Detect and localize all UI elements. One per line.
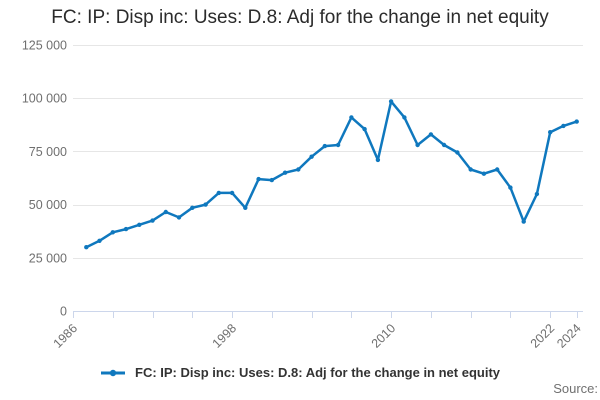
chart-title: FC: IP: Disp inc: Uses: D.8: Adj for the… xyxy=(51,7,549,28)
data-point-marker[interactable] xyxy=(269,177,274,183)
data-point-marker[interactable] xyxy=(441,142,447,148)
data-point-marker[interactable] xyxy=(97,238,102,243)
data-point-marker[interactable] xyxy=(534,191,540,197)
x-axis-label: 2024 xyxy=(554,321,584,350)
data-point-marker[interactable] xyxy=(548,130,553,135)
data-point-marker[interactable] xyxy=(322,143,327,149)
source-label: Source: xyxy=(553,381,598,396)
data-point-marker[interactable] xyxy=(309,154,314,159)
data-point-marker[interactable] xyxy=(428,132,434,137)
data-point-marker[interactable] xyxy=(481,171,487,176)
data-point-marker[interactable] xyxy=(375,157,381,163)
x-axis-label: 1998 xyxy=(210,321,240,350)
data-point-marker[interactable] xyxy=(203,202,208,207)
data-point-marker[interactable] xyxy=(521,219,526,224)
data-point-marker[interactable] xyxy=(468,167,473,172)
series-line-group[interactable] xyxy=(84,99,579,250)
data-point-marker[interactable] xyxy=(84,245,89,250)
y-axis-label: 100 000 xyxy=(22,92,67,106)
data-point-marker[interactable] xyxy=(243,205,248,210)
x-axis-label: 1986 xyxy=(51,321,81,350)
data-point-marker[interactable] xyxy=(296,167,301,172)
plot-area: 0 25 000 50 000 75 000 100 000 125 000 1986 199… xyxy=(22,39,584,351)
data-point-marker[interactable] xyxy=(256,176,261,182)
data-point-marker[interactable] xyxy=(190,205,195,210)
data-point-marker[interactable] xyxy=(561,123,566,129)
series-line[interactable] xyxy=(85,100,578,249)
y-axis-label: 50 000 xyxy=(29,198,67,212)
legend-dot-icon xyxy=(109,369,117,376)
data-point-marker[interactable] xyxy=(415,142,420,148)
data-point-marker[interactable] xyxy=(150,218,155,223)
y-axis-label: 75 000 xyxy=(29,145,67,159)
data-point-marker[interactable] xyxy=(508,185,513,190)
data-point-marker[interactable] xyxy=(335,142,341,148)
data-point-marker[interactable] xyxy=(229,190,235,196)
data-point-marker[interactable] xyxy=(455,150,460,155)
data-point-marker[interactable] xyxy=(362,126,367,132)
data-point-marker[interactable] xyxy=(402,115,407,120)
data-point-marker[interactable] xyxy=(163,209,168,215)
data-point-marker[interactable] xyxy=(282,170,288,175)
data-point-marker[interactable] xyxy=(495,167,500,172)
x-axis-label: 2022 xyxy=(528,321,558,350)
x-axis-label: 2010 xyxy=(369,321,399,350)
data-point-marker[interactable] xyxy=(176,215,182,220)
y-axis-label: 0 xyxy=(60,305,67,319)
series-line-marker-icon xyxy=(101,369,125,376)
data-point-marker[interactable] xyxy=(137,222,142,227)
data-point-marker[interactable] xyxy=(216,190,221,196)
data-point-marker[interactable] xyxy=(123,226,129,232)
data-point-marker[interactable] xyxy=(388,99,394,104)
legend-label: FC: IP: Disp inc: Uses: D.8: Adj for the… xyxy=(135,365,500,380)
legend-item[interactable]: FC: IP: Disp inc: Uses: D.8: Adj for the… xyxy=(0,365,600,380)
data-point-marker[interactable] xyxy=(349,115,354,120)
data-point-marker[interactable] xyxy=(110,230,116,235)
y-axis-label: 25 000 xyxy=(29,251,67,265)
y-axis-label: 125 000 xyxy=(22,39,67,53)
data-point-marker[interactable] xyxy=(574,119,579,124)
